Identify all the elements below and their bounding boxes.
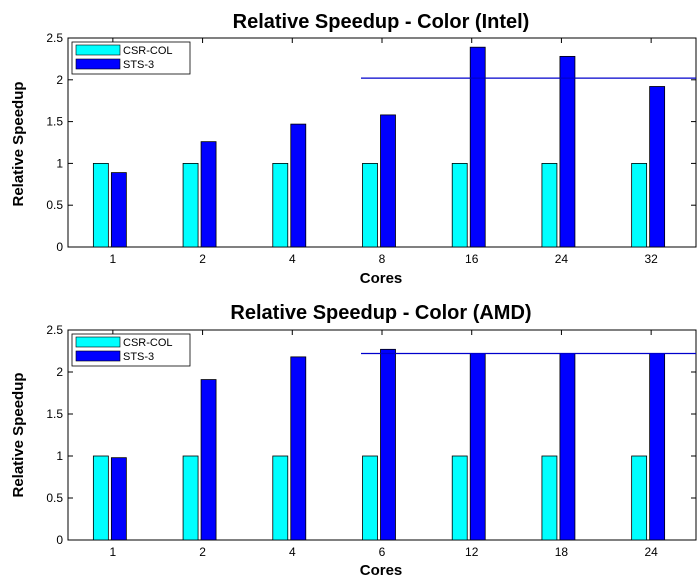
legend-swatch (75, 350, 121, 362)
legend-swatch (75, 336, 121, 348)
bar-sts-3 (200, 141, 217, 248)
x-axis-label: Cores (360, 562, 403, 579)
x-tick-label: 1 (110, 545, 117, 559)
y-tick-label: 0.5 (46, 198, 63, 212)
y-tick-label: 2.5 (46, 323, 63, 337)
y-tick-label: 1 (56, 449, 63, 463)
y-tick-label: 1.5 (46, 407, 63, 421)
bar-csr-col (451, 162, 468, 248)
legend-label: CSR-COL (123, 337, 173, 349)
x-tick-label: 2 (199, 545, 206, 559)
x-tick-label: 18 (555, 545, 569, 559)
bar-sts-3 (110, 172, 127, 248)
legend-label: STS-3 (123, 351, 154, 363)
y-tick-label: 2 (56, 73, 63, 87)
legend-label: CSR-COL (123, 45, 173, 57)
x-tick-label: 24 (555, 252, 569, 266)
x-tick-label: 2 (199, 252, 206, 266)
bar-csr-col (182, 455, 199, 541)
legend-swatch (75, 44, 121, 56)
x-tick-label: 8 (379, 252, 386, 266)
bar-csr-col (362, 162, 378, 248)
bar-sts-3 (559, 353, 576, 541)
bar-sts-3 (110, 457, 127, 541)
bar-csr-col (631, 455, 648, 541)
bar-csr-col (272, 455, 289, 541)
x-tick-label: 24 (644, 545, 658, 559)
bar-sts-3 (469, 46, 486, 248)
bar-csr-col (272, 162, 289, 248)
bar-csr-col (362, 455, 378, 541)
bar-csr-col (631, 162, 648, 248)
bar-csr-col (92, 162, 109, 248)
bar-sts-3 (290, 123, 307, 248)
y-tick-label: 0 (56, 533, 63, 547)
bar-sts-3 (649, 353, 666, 541)
x-tick-label: 6 (379, 545, 386, 559)
bar-sts-3 (380, 114, 396, 248)
x-axis-label: Cores (360, 270, 403, 287)
y-tick-label: 1 (56, 156, 63, 170)
x-tick-label: 16 (465, 252, 479, 266)
y-tick-label: 2 (56, 365, 63, 379)
y-tick-label: 2.5 (46, 31, 63, 45)
x-tick-label: 32 (644, 252, 658, 266)
bar-csr-col (451, 455, 468, 541)
x-tick-label: 4 (289, 252, 296, 266)
y-axis-label: Relative Speedup (10, 81, 27, 206)
bar-sts-3 (559, 55, 576, 248)
bar-csr-col (182, 162, 199, 248)
legend-label: STS-3 (123, 59, 154, 71)
x-tick-label: 12 (465, 545, 479, 559)
chart-title: Relative Speedup - Color (Intel) (233, 11, 530, 33)
y-axis-label: Relative Speedup (10, 372, 27, 497)
y-tick-label: 0 (56, 240, 63, 254)
bar-csr-col (92, 455, 109, 541)
bar-sts-3 (380, 348, 396, 541)
y-tick-label: 0.5 (46, 491, 63, 505)
x-tick-label: 4 (289, 545, 296, 559)
bar-csr-col (541, 455, 558, 541)
bar-sts-3 (290, 356, 307, 541)
x-tick-label: 1 (110, 252, 117, 266)
legend-swatch (75, 58, 121, 70)
y-tick-label: 1.5 (46, 115, 63, 129)
chart-title: Relative Speedup - Color (AMD) (230, 302, 531, 324)
bar-sts-3 (200, 379, 217, 541)
chart-intel: Relative Speedup - Color (Intel) Relativ… (10, 11, 697, 287)
chart-amd: Relative Speedup - Color (AMD) Relative … (10, 302, 697, 579)
bar-sts-3 (469, 353, 486, 541)
bar-csr-col (541, 162, 558, 248)
bar-sts-3 (649, 86, 666, 248)
